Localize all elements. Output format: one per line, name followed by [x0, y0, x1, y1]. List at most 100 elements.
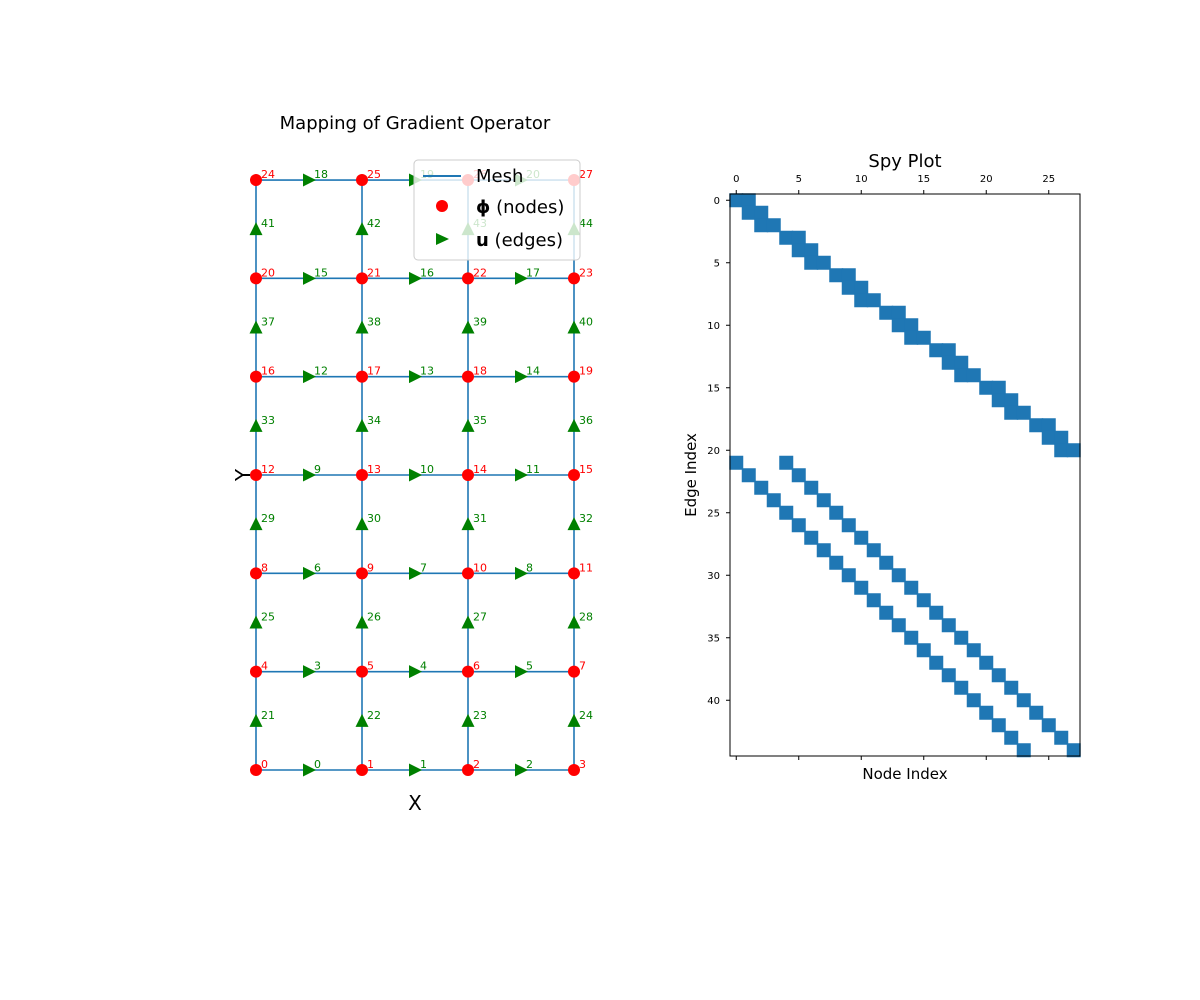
legend-edge-label: u (edges): [476, 230, 563, 251]
spy-nonzero-marker: [804, 480, 819, 495]
spy-nonzero-marker: [966, 643, 981, 658]
edge-index-label: 15: [314, 266, 328, 279]
node-marker: [356, 174, 368, 187]
edge-index-label: 30: [367, 512, 381, 525]
spy-nonzero-marker: [741, 193, 756, 208]
spy-nonzero-marker: [791, 468, 806, 483]
node-index-label: 20: [261, 266, 275, 279]
edge-marker: [249, 418, 263, 432]
spy-nonzero-marker: [754, 205, 769, 220]
edge-index-label: 23: [473, 709, 487, 722]
edge-marker: [515, 566, 528, 580]
spy-nonzero-marker: [1041, 718, 1056, 733]
spy-nonzero-marker: [766, 218, 781, 233]
spy-y-tick-label: 10: [707, 321, 720, 332]
spy-nonzero-marker: [1041, 430, 1056, 445]
edge-index-label: 4: [420, 660, 427, 673]
spy-nonzero-marker: [916, 593, 931, 608]
edge-marker: [409, 271, 422, 285]
spy-nonzero-marker: [954, 680, 969, 695]
edge-marker: [355, 418, 369, 432]
edge-index-label: 34: [367, 414, 381, 427]
node-marker: [462, 665, 474, 678]
spy-y-tick-label: 15: [707, 383, 720, 394]
edge-marker: [355, 615, 369, 629]
edge-index-label: 33: [261, 414, 275, 427]
edge-index-label: 21: [261, 709, 275, 722]
edge-marker: [461, 615, 475, 629]
legend-mesh-label: Mesh: [476, 166, 523, 187]
spy-chart: Spy Plot 0 5 10 15 20 25 0 5 10 15 20 25 30 35 40 Node…: [682, 151, 1081, 783]
node-index-label: 15: [579, 463, 593, 476]
spy-nonzero-marker: [841, 268, 856, 283]
node-index-label: 7: [579, 660, 586, 673]
spy-nonzero-marker: [991, 380, 1006, 395]
spy-nonzero-marker: [1041, 418, 1056, 433]
edge-index-label: 10: [420, 463, 434, 476]
spy-nonzero-marker: [741, 205, 756, 220]
edge-index-label: 9: [314, 463, 321, 476]
node-marker: [462, 370, 474, 383]
mesh-x-axis-label: X: [408, 791, 422, 815]
edge-index-label: 38: [367, 316, 381, 329]
node-index-label: 10: [473, 561, 487, 574]
node-index-label: 11: [579, 561, 593, 574]
spy-nonzero-marker: [941, 618, 956, 633]
node-index-label: 6: [473, 660, 480, 673]
edge-marker: [515, 370, 528, 384]
node-index-label: 25: [367, 168, 381, 181]
edge-index-label: 29: [261, 512, 275, 525]
spy-x-tick-label: 20: [980, 174, 993, 185]
spy-nonzero-markers: [729, 193, 1081, 758]
edge-marker: [409, 370, 422, 384]
edge-marker: [461, 320, 475, 334]
node-marker: [250, 370, 262, 383]
edge-marker: [303, 173, 316, 187]
node-index-label: 0: [261, 758, 268, 771]
edge-marker: [461, 713, 475, 727]
spy-nonzero-marker: [854, 530, 869, 545]
edge-index-label: 40: [579, 316, 593, 329]
node-marker: [250, 174, 262, 187]
mesh-y-axis-label: Y: [231, 468, 255, 482]
spy-nonzero-marker: [779, 455, 794, 470]
node-marker: [462, 764, 474, 776]
node-marker: [356, 764, 368, 776]
spy-nonzero-marker: [941, 668, 956, 683]
spy-nonzero-marker: [791, 518, 806, 533]
edge-marker: [303, 271, 316, 285]
spy-nonzero-marker: [891, 318, 906, 333]
edge-index-label: 37: [261, 316, 275, 329]
spy-x-tick-label: 10: [855, 174, 868, 185]
spy-nonzero-marker: [1016, 693, 1031, 708]
spy-y-tick-label: 40: [707, 696, 720, 707]
edge-marker: [355, 517, 369, 531]
mesh-chart: Mapping of Gradient Operator 0 1 23 4 56 7 89 1…: [231, 113, 593, 815]
spy-x-tick-label: 25: [1042, 174, 1055, 185]
spy-nonzero-marker: [816, 543, 831, 558]
spy-x-axis-label: Node Index: [862, 765, 947, 783]
spy-nonzero-marker: [1066, 443, 1081, 458]
spy-y-axis-label: Edge Index: [682, 433, 700, 517]
spy-nonzero-marker: [1004, 730, 1019, 745]
node-index-label: 17: [367, 365, 381, 378]
node-marker: [356, 370, 368, 383]
spy-nonzero-marker: [904, 318, 919, 333]
spy-nonzero-marker: [954, 368, 969, 383]
spy-nonzero-marker: [754, 480, 769, 495]
spy-nonzero-marker: [1054, 430, 1069, 445]
edge-index-label: 24: [579, 709, 593, 722]
edge-index-label: 39: [473, 316, 487, 329]
spy-nonzero-marker: [866, 543, 881, 558]
edge-marker: [303, 763, 316, 777]
spy-chart-title: Spy Plot: [868, 151, 941, 172]
node-marker: [356, 665, 368, 678]
edge-index-label: 5: [526, 660, 533, 673]
node-marker: [568, 272, 580, 285]
spy-nonzero-marker: [816, 255, 831, 270]
spy-nonzero-marker: [879, 555, 894, 570]
spy-nonzero-marker: [1054, 730, 1069, 745]
edge-marker: [515, 763, 528, 777]
spy-nonzero-marker: [954, 355, 969, 370]
edge-index-label: 32: [579, 512, 593, 525]
